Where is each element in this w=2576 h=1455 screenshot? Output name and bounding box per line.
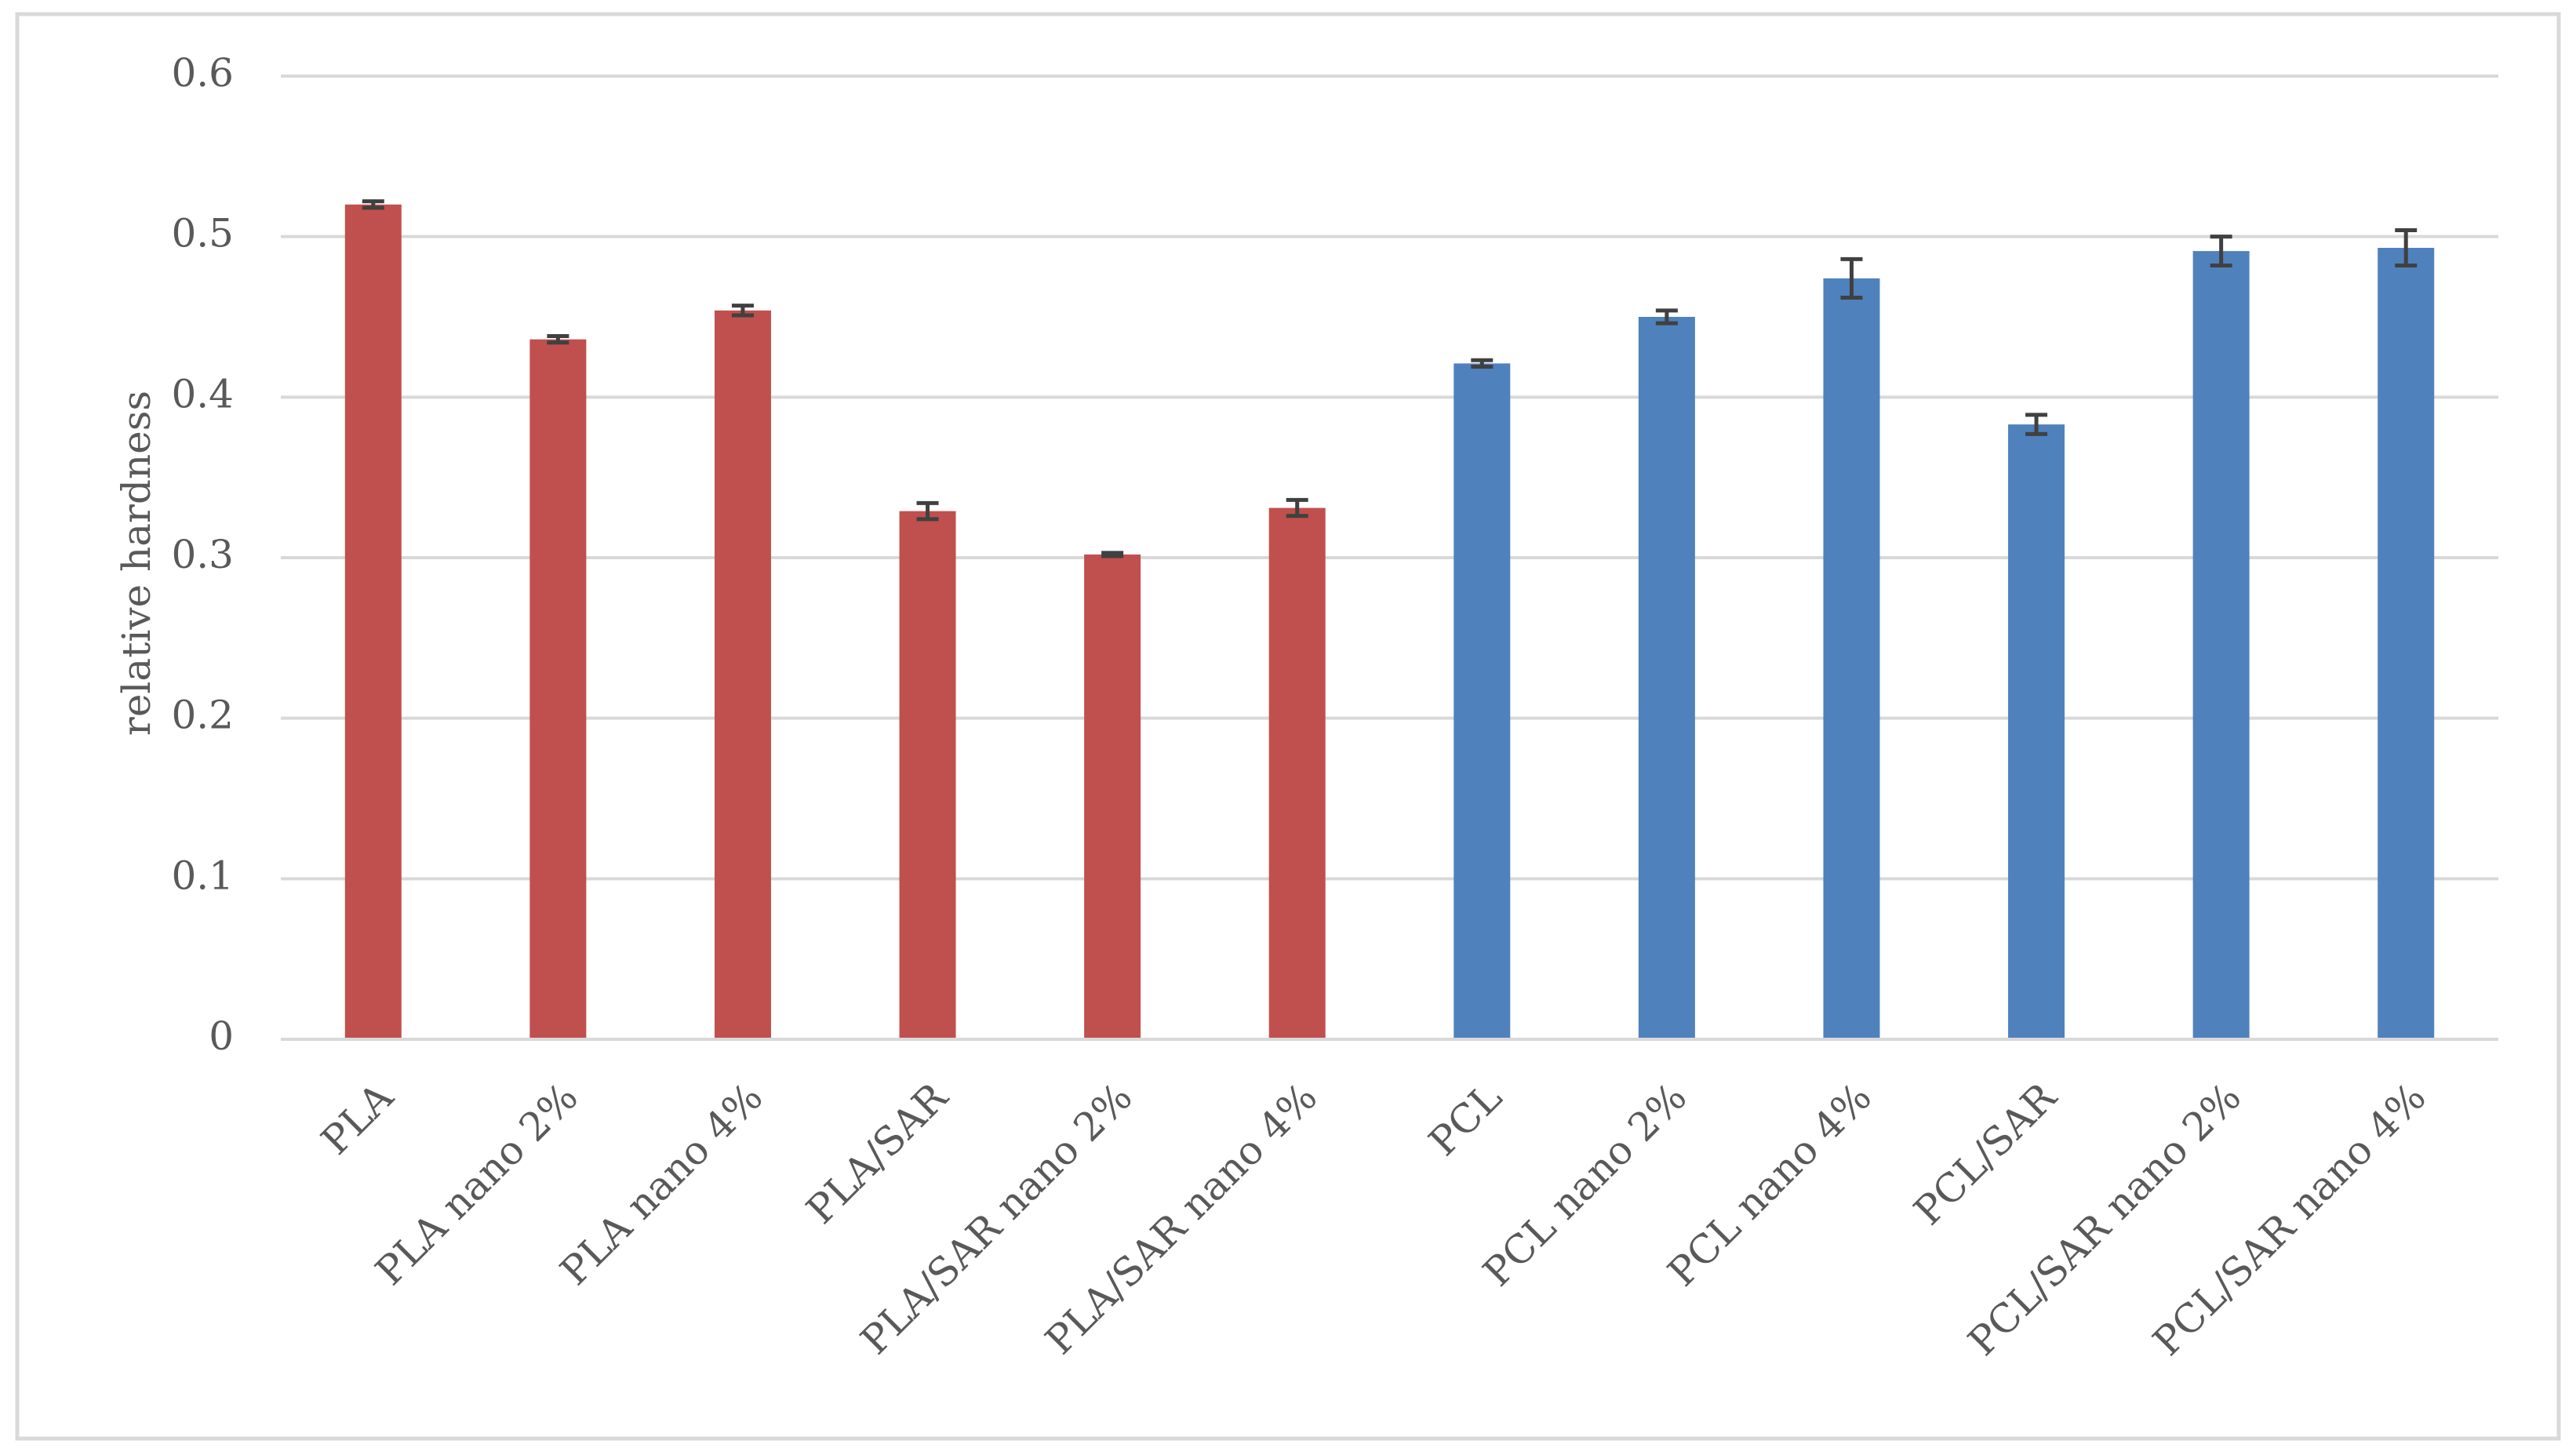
error-bar — [1471, 358, 1494, 369]
y-axis-ticks: 0 0.1 0.2 0.3 0.4 0.5 0.6 — [171, 50, 234, 1059]
bar — [2008, 424, 2065, 1039]
bar — [2192, 251, 2250, 1039]
error-bar — [2395, 227, 2418, 268]
bar — [2378, 247, 2435, 1039]
error-bar — [731, 304, 754, 318]
bars — [281, 204, 2498, 1041]
bar — [1268, 507, 1326, 1039]
y-tick-label: 0.1 — [171, 853, 234, 898]
error-bar — [1101, 551, 1124, 558]
error-bar — [1286, 497, 1308, 518]
error-bar — [1655, 308, 1678, 326]
bar — [899, 511, 956, 1039]
error-bar — [2210, 235, 2232, 268]
y-tick-label: 0.5 — [171, 211, 234, 256]
y-tick-label: 0.4 — [171, 371, 234, 416]
error-bar — [547, 334, 569, 345]
bar — [1084, 554, 1141, 1039]
y-axis-title: relative hardness — [114, 391, 159, 736]
error-bar — [916, 500, 939, 522]
error-bar — [1840, 256, 1863, 300]
error-bar — [2025, 413, 2048, 436]
error-bars — [362, 199, 2418, 558]
bar — [1638, 317, 1695, 1039]
y-tick-label: 0.2 — [171, 693, 234, 738]
bar — [1823, 278, 1880, 1039]
bar — [529, 339, 587, 1039]
bar — [714, 310, 771, 1039]
y-tick-label: 0.3 — [171, 532, 234, 577]
y-tick-label: 0 — [209, 1013, 234, 1059]
bar — [344, 204, 402, 1039]
error-bar — [362, 199, 384, 210]
y-tick-label: 0.6 — [171, 50, 234, 96]
bar — [1454, 363, 1511, 1039]
